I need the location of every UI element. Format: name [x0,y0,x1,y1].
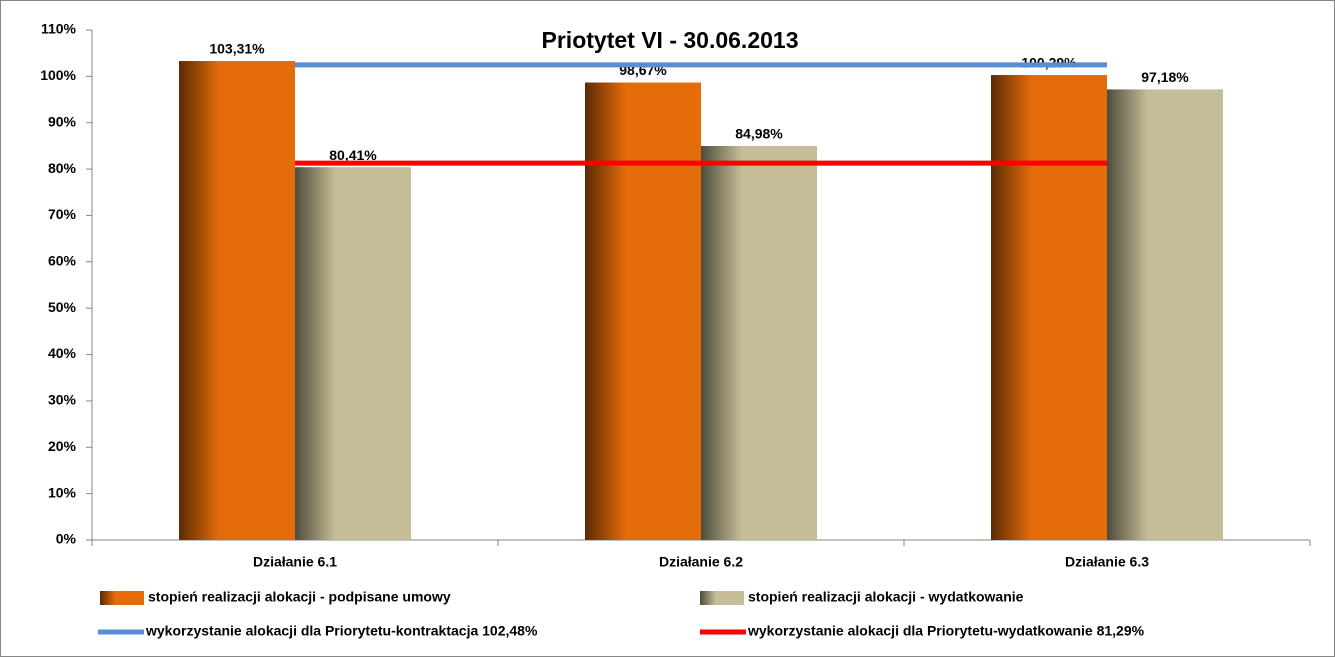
bar [179,61,295,540]
y-tick-label: 10% [48,484,77,500]
bar [295,167,411,540]
y-tick-label: 40% [48,345,77,361]
legend-label: wykorzystanie alokacji dla Priorytetu-ko… [145,623,538,639]
y-tick-label: 100% [40,67,76,83]
y-tick-label: 90% [48,113,77,129]
x-tick-label: Działanie 6.2 [659,554,743,570]
y-tick-label: 0% [56,531,77,547]
y-tick-label: 50% [48,299,77,315]
legend-label: stopień realizacji alokacji - wydatkowan… [748,589,1024,605]
y-tick-label: 80% [48,160,77,176]
y-tick-label: 60% [48,253,77,269]
x-tick-label: Działanie 6.3 [1065,554,1149,570]
bar [701,146,817,540]
y-tick-label: 30% [48,392,77,408]
data-label: 84,98% [735,126,783,142]
y-tick-label: 110% [41,21,77,37]
data-label: 97,18% [1141,69,1189,85]
legend-swatch [700,591,744,605]
data-label: 80,41% [329,147,377,163]
bar [585,82,701,540]
data-label: 103,31% [209,41,265,57]
y-tick-label: 70% [48,206,77,222]
legend-label: stopień realizacji alokacji - podpisane … [148,589,451,605]
bar [1107,89,1223,541]
legend-swatch [100,591,144,605]
y-tick-label: 20% [48,438,77,454]
chart-title: Priotytet VI - 30.06.2013 [542,27,799,53]
x-tick-label: Działanie 6.1 [253,554,337,570]
bar [991,75,1107,540]
legend-label: wykorzystanie alokacji dla Priorytetu-wy… [747,623,1145,639]
